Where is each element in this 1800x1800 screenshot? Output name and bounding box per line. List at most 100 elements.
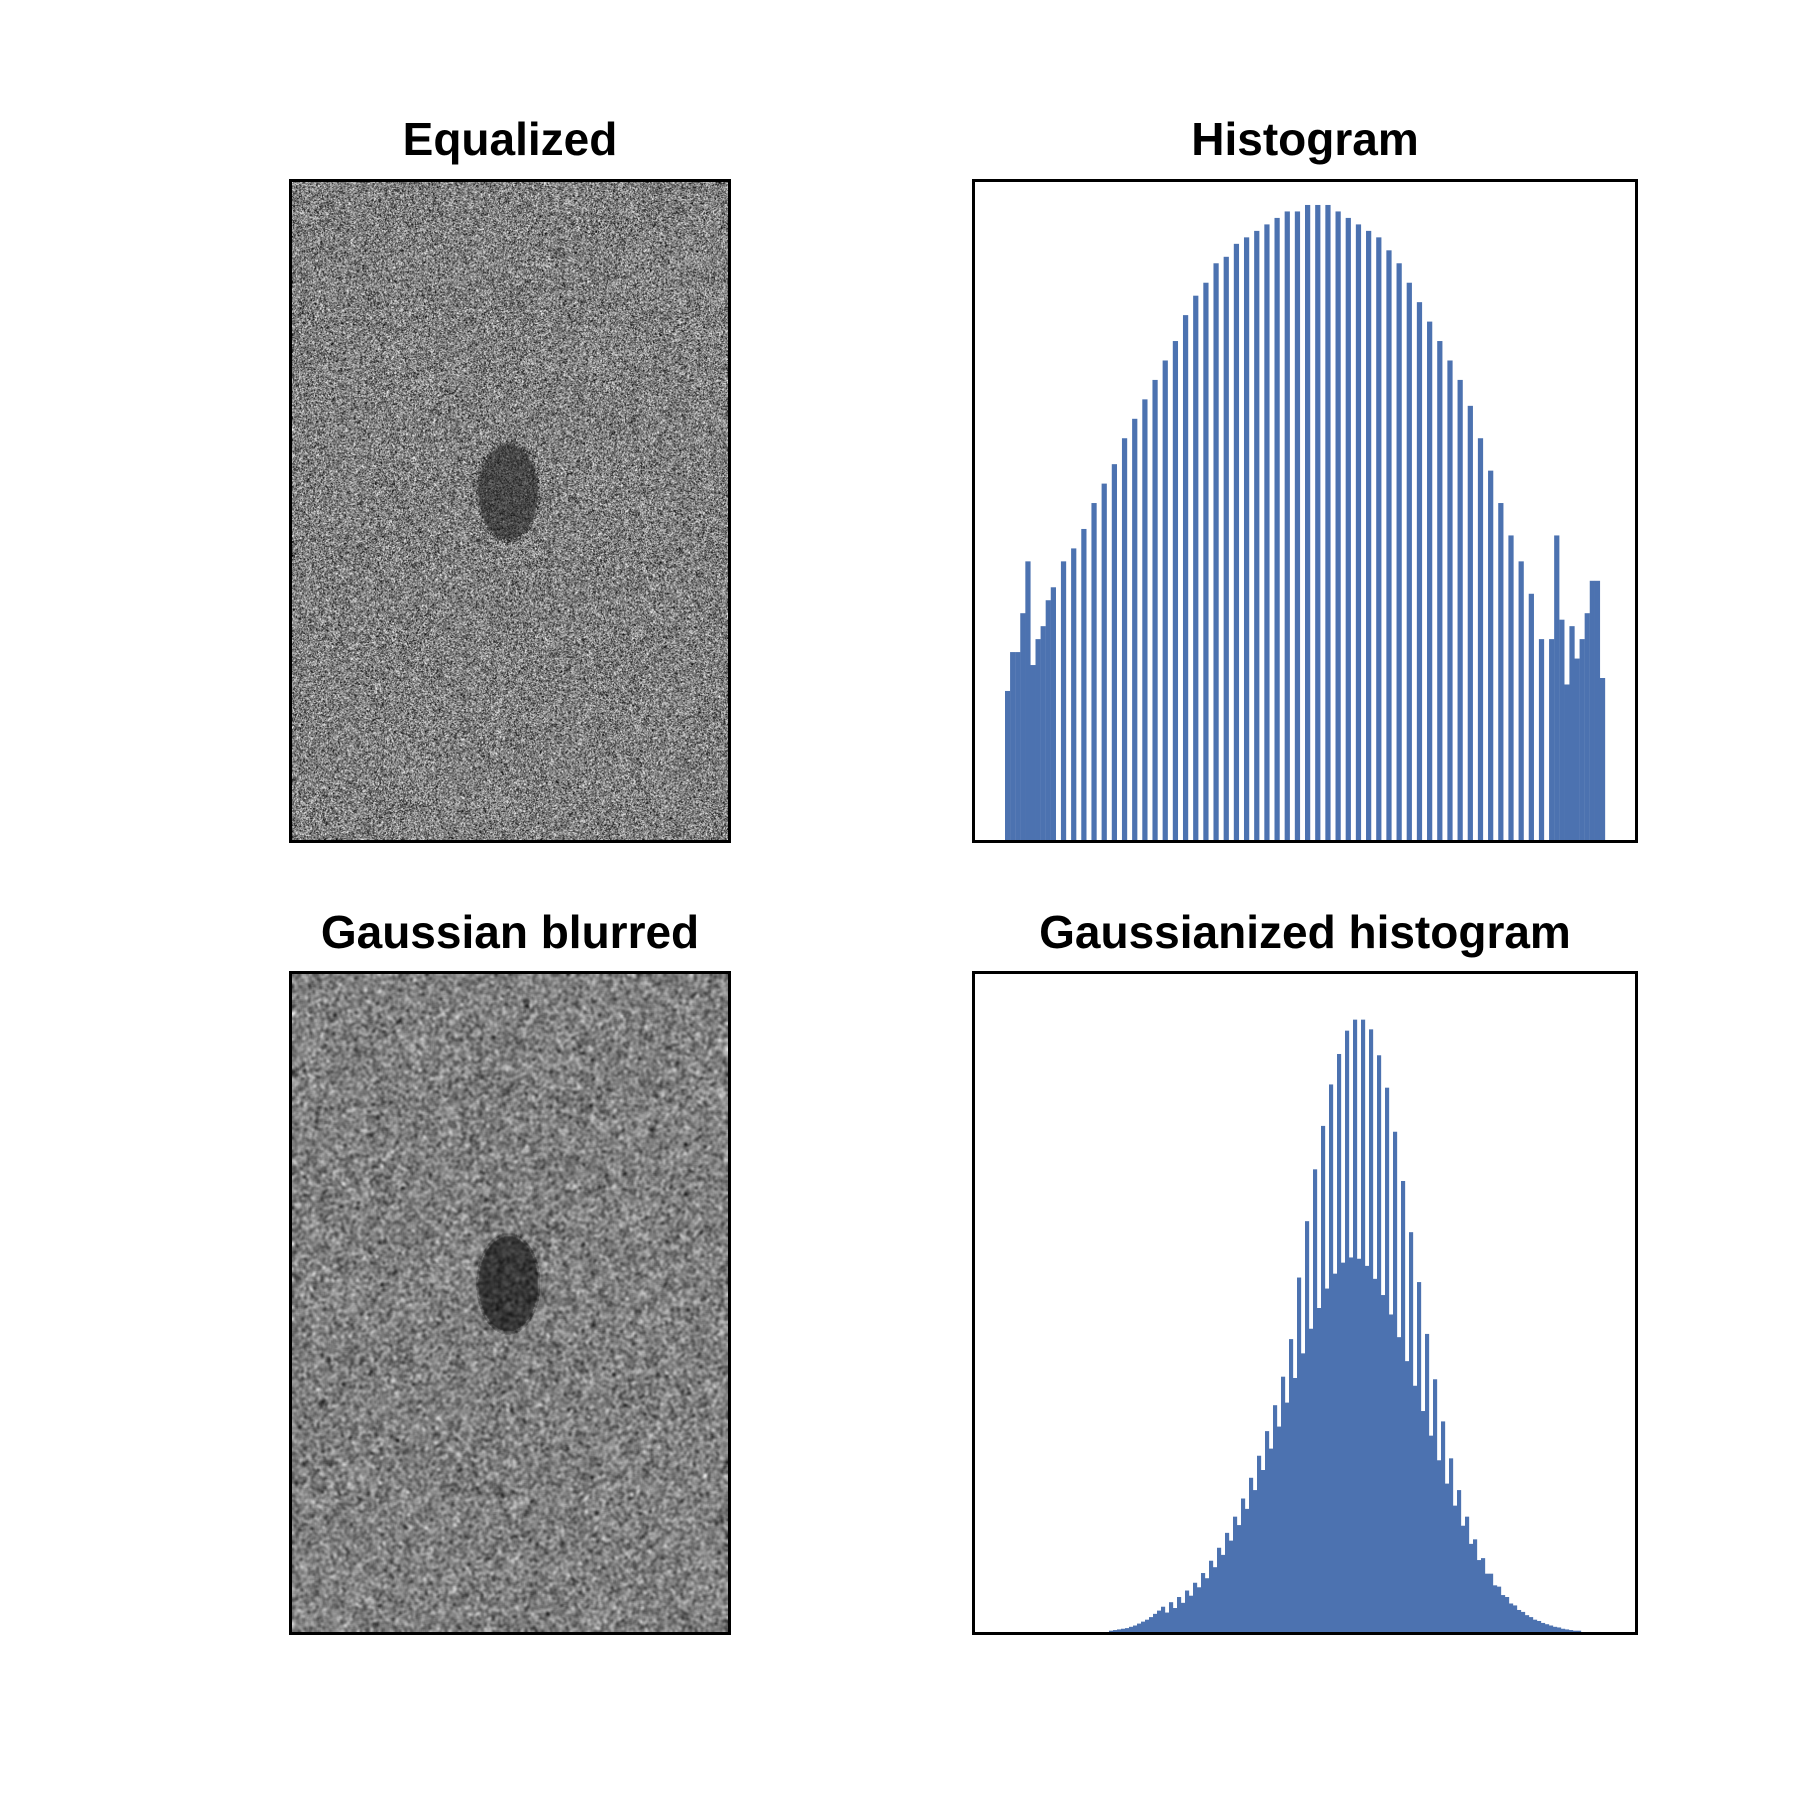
gaussianized-histogram-bar-100 (1405, 1361, 1410, 1632)
gaussianized-histogram-bar-86 (1349, 1257, 1354, 1632)
histogram-bar-117 (1599, 678, 1606, 840)
gaussianized-histogram-bar-80 (1325, 1288, 1330, 1632)
histogram-bar-112 (1574, 658, 1580, 840)
histogram-bar-83 (1427, 321, 1433, 840)
histogram-bar-113 (1579, 639, 1585, 840)
gaussianized-histogram-bar-113 (1457, 1490, 1462, 1632)
gaussianized-histogram-bar-122 (1493, 1585, 1498, 1632)
histogram-bar-91 (1467, 405, 1473, 840)
blurred-image (289, 971, 731, 1635)
gaussianized-histogram-bar-46 (1189, 1595, 1194, 1632)
gaussianized-histogram-bar-85 (1345, 1030, 1350, 1632)
gaussianized-histogram-bar-105 (1425, 1333, 1430, 1632)
gaussianized-histogram-chart (972, 971, 1638, 1635)
histogram-bar-27 (1142, 399, 1148, 840)
gaussianized-histogram-bar-129 (1521, 1611, 1526, 1632)
gaussianized-histogram-bar-31 (1129, 1626, 1134, 1632)
gaussianized-histogram-bar-133 (1537, 1620, 1542, 1632)
histogram-bar-79 (1406, 282, 1412, 840)
gaussianized-histogram-bar-32 (1133, 1625, 1138, 1632)
histogram-bar-9 (1050, 587, 1056, 840)
histogram-bar-19 (1101, 483, 1107, 840)
histogram-bar-13 (1071, 548, 1077, 840)
gaussianized-histogram-bar-96 (1389, 1314, 1394, 1632)
gaussianized-histogram-bar-90 (1365, 1265, 1370, 1632)
gaussianized-histogram-bar-42 (1173, 1608, 1178, 1632)
histogram-bar-8 (1045, 600, 1051, 840)
gaussianized-histogram-bar-94 (1381, 1295, 1386, 1632)
histogram-bar-51 (1264, 224, 1270, 840)
histogram-bar-45 (1233, 243, 1240, 840)
gaussianized-histogram-bar-78 (1317, 1308, 1322, 1632)
gaussianized-histogram-bar-38 (1157, 1610, 1162, 1632)
gaussianized-histogram-bar-121 (1489, 1573, 1494, 1632)
gaussianized-histogram-bar-141 (1569, 1630, 1574, 1632)
histogram-bar-29 (1152, 379, 1158, 840)
gaussianized-histogram-bar-28 (1117, 1629, 1122, 1632)
histogram-bar-95 (1488, 470, 1494, 840)
gaussianized-histogram-bar-58 (1237, 1525, 1242, 1632)
gaussianized-histogram-bar-110 (1445, 1483, 1450, 1632)
histogram-bar-59 (1305, 204, 1311, 840)
gaussianized-histogram-bar-134 (1541, 1622, 1546, 1632)
gaussianized-histogram-bar-88 (1357, 1258, 1362, 1632)
histogram-bar-109 (1559, 619, 1565, 840)
gaussianized-histogram-bar-125 (1505, 1597, 1510, 1632)
gaussianized-plot-area (1109, 1019, 1582, 1632)
histogram-bar-87 (1447, 360, 1453, 840)
gaussianized-histogram-bar-139 (1561, 1628, 1566, 1632)
histogram-bar-11 (1060, 561, 1067, 840)
histogram-bar-69 (1355, 224, 1362, 840)
histogram-bar-3 (1020, 613, 1026, 840)
histogram-bar-116 (1594, 580, 1601, 840)
histogram-bar-55 (1284, 211, 1290, 840)
gaussianized-histogram-bar-135 (1545, 1624, 1550, 1632)
gaussianized-histogram-bar-92 (1373, 1278, 1378, 1632)
histogram-bar-33 (1172, 341, 1179, 840)
gaussianized-histogram-bar-53 (1217, 1547, 1222, 1632)
gaussianized-title: Gaussianized histogram (1039, 906, 1571, 958)
histogram-bar-21 (1111, 464, 1118, 840)
gaussianized-histogram-bar-67 (1273, 1405, 1278, 1632)
gaussianized-histogram-bar-44 (1181, 1602, 1186, 1632)
gaussianized-histogram-bar-107 (1433, 1379, 1438, 1632)
gaussianized-histogram-bar-82 (1333, 1273, 1338, 1632)
gaussianized-histogram-bar-74 (1301, 1353, 1306, 1632)
gaussianized-histogram-bar-116 (1469, 1543, 1474, 1632)
histogram-bar-63 (1325, 204, 1331, 840)
gaussianized-histogram-bar-115 (1465, 1516, 1470, 1632)
blurred-noise-canvas (292, 974, 728, 1632)
histogram-bar-93 (1477, 438, 1484, 840)
gaussianized-histogram-bar-71 (1289, 1339, 1294, 1632)
gaussianized-histogram-bar-140 (1565, 1629, 1570, 1632)
equalized-title: Equalized (402, 113, 618, 165)
gaussianized-histogram-bar-138 (1557, 1627, 1562, 1632)
histogram-bar-103 (1528, 593, 1534, 840)
gaussianized-histogram-bar-91 (1369, 1029, 1374, 1632)
gaussianized-histogram-bar-27 (1113, 1630, 1118, 1632)
histogram-bar-23 (1121, 438, 1128, 840)
histogram-bar-43 (1223, 256, 1229, 840)
histogram-bar-110 (1564, 684, 1570, 840)
gaussianized-histogram-bar-36 (1149, 1617, 1154, 1632)
gaussianized-histogram-bar-64 (1261, 1470, 1266, 1632)
gaussianized-histogram-bar-61 (1249, 1477, 1254, 1632)
gaussianized-histogram-bar-76 (1309, 1328, 1314, 1632)
histogram-bar-37 (1193, 295, 1199, 840)
gaussianized-histogram-bar-37 (1153, 1613, 1158, 1632)
gaussianized-histogram-bar-131 (1529, 1617, 1534, 1632)
histogram-bar-108 (1554, 535, 1560, 840)
gaussianized-histogram-bar-63 (1257, 1455, 1262, 1632)
histogram-plot-area (1005, 204, 1606, 840)
histogram-bar-89 (1457, 379, 1463, 840)
gaussianized-histogram-bar-114 (1461, 1525, 1466, 1632)
gaussianized-histogram-bar-111 (1449, 1458, 1454, 1632)
gaussianized-histogram-bar-102 (1413, 1385, 1418, 1632)
gaussianized-histogram-bar-34 (1141, 1621, 1146, 1632)
gaussianized-histogram-bar-48 (1197, 1587, 1202, 1632)
blurred-title: Gaussian blurred (320, 906, 700, 958)
gaussianized-histogram-bar-93 (1377, 1055, 1382, 1632)
gaussianized-histogram-bar-75 (1305, 1221, 1310, 1632)
gaussianized-histogram-bar-103 (1417, 1282, 1422, 1632)
histogram-bar-47 (1243, 237, 1250, 840)
